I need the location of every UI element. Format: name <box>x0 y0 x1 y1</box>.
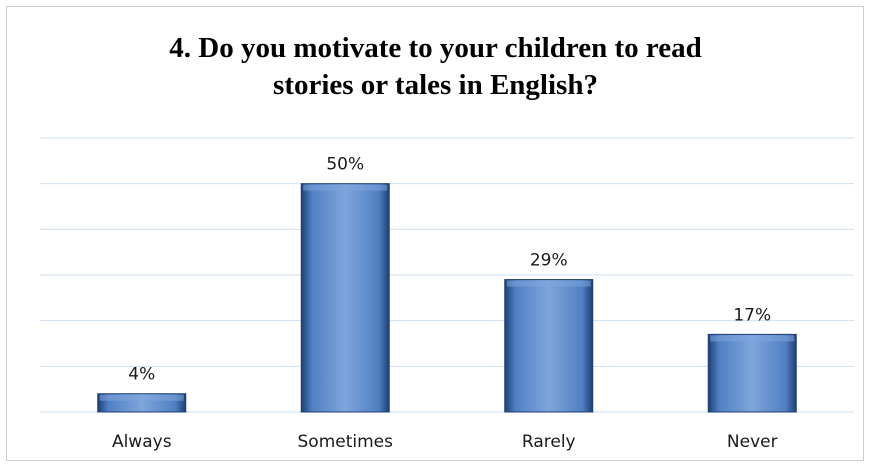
bar-sometimes <box>300 183 390 413</box>
data-label: 50% <box>326 155 364 175</box>
bar-rarely <box>504 279 594 413</box>
bar-never <box>707 333 797 413</box>
x-tick-label: Never <box>727 432 778 452</box>
bar-bevel <box>303 184 388 191</box>
bar-bevel <box>506 280 591 287</box>
bar-bevel <box>710 335 795 342</box>
data-label: 17% <box>733 305 771 325</box>
x-tick-label: Rarely <box>522 432 576 452</box>
bar-bevel <box>99 394 184 401</box>
data-label: 29% <box>530 251 568 271</box>
x-tick-label: Always <box>112 432 172 452</box>
chart-title-line-2: stories or tales in English? <box>273 69 598 101</box>
chart-title-line-1: 4. Do you motivate to your children to r… <box>169 32 702 64</box>
chart-title: 4. Do you motivate to your children to r… <box>0 30 871 104</box>
data-label: 4% <box>128 365 155 385</box>
x-tick-label: Sometimes <box>298 432 394 452</box>
